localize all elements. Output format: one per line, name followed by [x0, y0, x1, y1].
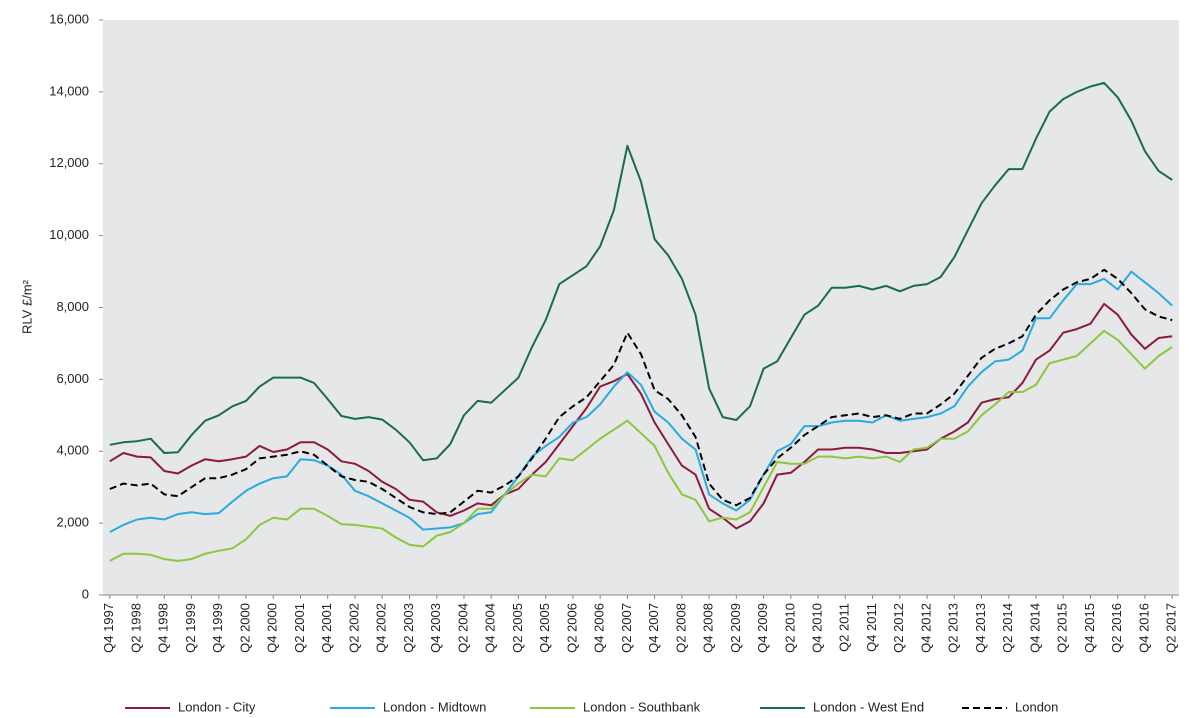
x-tick-label: Q2 2006	[564, 603, 579, 653]
x-tick-label: Q2 1998	[128, 603, 143, 653]
x-tick-label: Q4 2009	[755, 603, 770, 653]
x-tick-label: Q2 2007	[619, 603, 634, 653]
x-tick-label: Q4 2006	[592, 603, 607, 653]
x-tick-label: Q4 2013	[973, 603, 988, 653]
plot-area	[103, 20, 1179, 595]
x-tick-label: Q2 2001	[292, 603, 307, 653]
legend-label: London - West End	[813, 699, 924, 714]
y-tick-label: 8,000	[56, 299, 89, 314]
legend-label: London - Southbank	[583, 699, 701, 714]
x-tick-label: Q4 2004	[483, 603, 498, 653]
x-tick-label: Q4 1999	[210, 603, 225, 653]
x-tick-label: Q2 2017	[1164, 603, 1179, 653]
x-tick-label: Q4 1998	[156, 603, 171, 653]
x-tick-label: Q4 2000	[265, 603, 280, 653]
x-tick-label: Q2 2010	[782, 603, 797, 653]
x-tick-label: Q4 2015	[1082, 603, 1097, 653]
x-tick-label: Q4 1997	[101, 603, 116, 653]
x-tick-label: Q2 2008	[673, 603, 688, 653]
y-tick-label: 12,000	[49, 155, 89, 170]
series-line	[109, 270, 1173, 533]
x-tick-label: Q2 2004	[455, 603, 470, 653]
x-tick-label: Q2 2000	[237, 603, 252, 653]
x-tick-label: Q4 2008	[701, 603, 716, 653]
y-tick-label: 0	[82, 586, 89, 601]
x-tick-label: Q4 2002	[374, 603, 389, 653]
x-tick-label: Q2 2016	[1109, 603, 1124, 653]
y-axis-label: RLV £/m²	[19, 279, 34, 334]
x-tick-label: Q2 1999	[183, 603, 198, 653]
x-tick-label: Q4 2016	[1136, 603, 1151, 653]
x-tick-label: Q4 2003	[428, 603, 443, 653]
series-line	[109, 81, 1173, 462]
x-tick-label: Q4 2005	[537, 603, 552, 653]
x-tick-label: Q4 2007	[646, 603, 661, 653]
y-tick-label: 10,000	[49, 227, 89, 242]
x-tick-label: Q4 2014	[1027, 603, 1042, 653]
x-tick-label: Q4 2011	[864, 603, 879, 652]
x-tick-label: Q2 2005	[510, 603, 525, 653]
y-tick-label: 4,000	[56, 443, 89, 458]
x-tick-label: Q2 2013	[946, 603, 961, 653]
x-tick-label: Q4 2012	[918, 603, 933, 653]
y-tick-label: 14,000	[49, 83, 89, 98]
x-tick-label: Q2 2003	[401, 603, 416, 653]
y-tick-label: 16,000	[49, 11, 89, 26]
y-tick-label: 6,000	[56, 371, 89, 386]
y-tick-label: 2,000	[56, 515, 89, 530]
series-line	[109, 268, 1173, 516]
x-tick-label: Q2 2009	[728, 603, 743, 653]
x-tick-label: Q2 2014	[1000, 603, 1015, 653]
x-tick-label: Q4 2010	[810, 603, 825, 653]
legend-label: London	[1015, 699, 1058, 714]
legend-label: London - Midtown	[383, 699, 486, 714]
x-tick-label: Q2 2011	[837, 603, 852, 652]
x-tick-label: Q2 2015	[1055, 603, 1070, 653]
x-tick-label: Q2 2002	[346, 603, 361, 653]
x-tick-label: Q2 2012	[891, 603, 906, 653]
series-line	[109, 302, 1173, 530]
legend-label: London - City	[178, 699, 256, 714]
series-line	[109, 329, 1173, 562]
x-tick-label: Q4 2001	[319, 603, 334, 653]
